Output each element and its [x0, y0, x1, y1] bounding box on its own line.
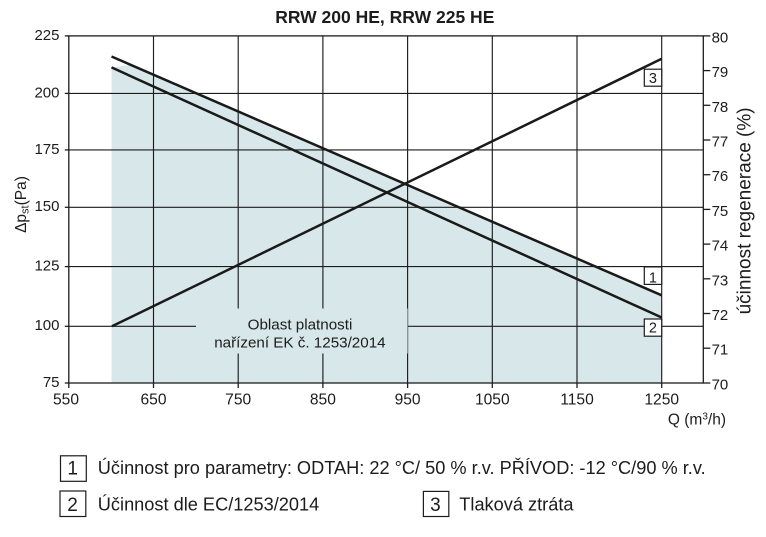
- svg-text:3: 3: [649, 71, 657, 87]
- svg-text:225: 225: [34, 27, 59, 44]
- svg-text:1050: 1050: [475, 392, 510, 409]
- svg-text:71: 71: [712, 342, 729, 359]
- svg-text:72: 72: [712, 307, 729, 324]
- svg-text:Účinnost pro parametry: ODTAH:: Účinnost pro parametry: ODTAH: 22 °C/ 50…: [98, 457, 706, 478]
- svg-text:73: 73: [712, 272, 729, 289]
- svg-text:2: 2: [649, 321, 657, 337]
- svg-text:1250: 1250: [644, 392, 679, 409]
- svg-text:74: 74: [712, 238, 729, 255]
- svg-text:78: 78: [712, 99, 729, 116]
- svg-text:1: 1: [649, 271, 657, 287]
- svg-text:nařízení EK č. 1253/2014: nařízení EK č. 1253/2014: [214, 334, 385, 351]
- svg-text:Δpst(Pa): Δpst(Pa): [13, 176, 32, 233]
- svg-text:80: 80: [712, 29, 729, 46]
- svg-text:550: 550: [53, 392, 79, 409]
- svg-text:Q (m3/h): Q (m3/h): [668, 412, 726, 429]
- svg-text:70: 70: [712, 376, 729, 393]
- svg-text:950: 950: [395, 392, 421, 409]
- svg-text:125: 125: [34, 258, 59, 275]
- svg-text:2: 2: [67, 495, 78, 516]
- svg-text:RRW 200 HE, RRW 225 HE: RRW 200 HE, RRW 225 HE: [275, 7, 494, 27]
- svg-text:75: 75: [43, 374, 60, 391]
- svg-text:1150: 1150: [560, 392, 594, 409]
- svg-text:200: 200: [34, 84, 59, 101]
- svg-text:75: 75: [712, 203, 729, 220]
- svg-text:150: 150: [34, 198, 59, 215]
- svg-text:3: 3: [430, 495, 441, 516]
- svg-text:750: 750: [225, 392, 251, 409]
- svg-text:Tlaková ztráta: Tlaková ztráta: [459, 494, 574, 514]
- svg-text:77: 77: [712, 134, 729, 151]
- svg-text:650: 650: [140, 392, 166, 409]
- svg-text:účinnost regenerace (%): účinnost regenerace (%): [734, 107, 755, 314]
- svg-text:Účinnost dle EC/1253/2014: Účinnost dle EC/1253/2014: [98, 494, 319, 515]
- svg-text:1: 1: [67, 459, 78, 480]
- svg-text:76: 76: [712, 168, 729, 185]
- svg-text:Oblast platnosti: Oblast platnosti: [248, 316, 353, 333]
- svg-text:850: 850: [310, 392, 336, 409]
- svg-text:79: 79: [712, 64, 729, 81]
- svg-text:100: 100: [34, 317, 59, 334]
- svg-text:175: 175: [34, 141, 59, 158]
